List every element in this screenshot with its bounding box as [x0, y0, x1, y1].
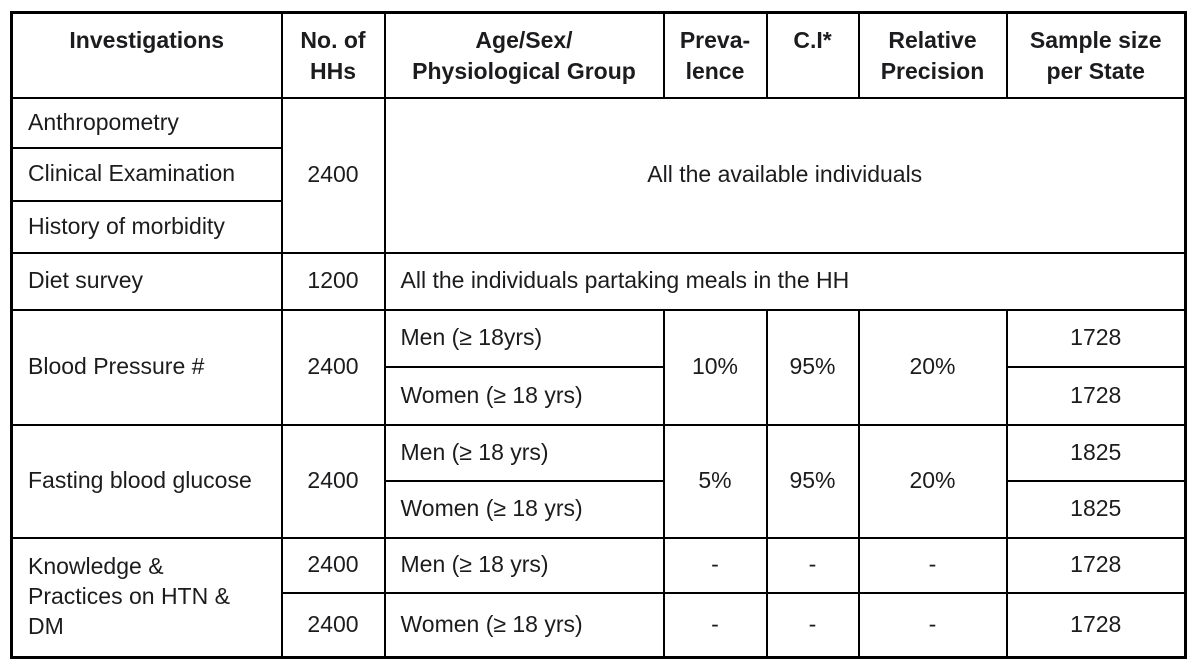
cell-investigation-clinical-examination: Clinical Examination: [10, 146, 283, 202]
cell-population-diet: All the individuals partaking meals in t…: [383, 251, 1187, 311]
cell-group-fasting-women: Women (≥ 18 yrs): [383, 479, 665, 539]
cell-investigation-diet-survey: Diet survey: [10, 251, 283, 311]
header-sample-size: Sample size per State: [1005, 11, 1187, 99]
cell-hhs-blood-pressure: 2400: [280, 308, 386, 426]
header-row: Investigations No. of HHs Age/Sex/ Physi…: [10, 11, 1187, 99]
cell-relative-precision-knowledge-women: -: [857, 591, 1008, 659]
cell-investigation-fasting-glucose: Fasting blood glucose: [10, 423, 283, 539]
cell-sample-fasting-men: 1825: [1005, 423, 1187, 482]
header-prevalence: Preva- lence: [662, 11, 768, 99]
row-fasting-glucose-men: Fasting blood glucose 2400 Men (≥ 18 yrs…: [10, 423, 1187, 539]
header-no-of-hhs: No. of HHs: [280, 11, 386, 99]
row-knowledge-men: Knowledge & Practices on HTN & DM 2400 M…: [10, 536, 1187, 659]
cell-investigation-anthropometry: Anthropometry: [10, 96, 283, 149]
cell-sample-bp-men: 1728: [1005, 308, 1187, 368]
row-clinical-examination: Clinical Examination: [10, 146, 1186, 202]
cell-relative-precision-knowledge-men: -: [857, 536, 1008, 594]
cell-investigation-blood-pressure: Blood Pressure #: [10, 308, 283, 426]
row-knowledge-women: 2400 Women (≥ 18 yrs) - - - 1728: [12, 591, 1187, 659]
cell-sample-bp-women: 1728: [1005, 365, 1187, 426]
cell-sample-fasting-women: 1825: [1005, 479, 1187, 539]
row-history-of-morbidity: History of morbidity: [10, 199, 1186, 254]
cell-hhs-knowledge-women: 2400: [280, 591, 386, 659]
cell-group-bp-women: Women (≥ 18 yrs): [383, 365, 665, 426]
cell-investigation-knowledge: Knowledge & Practices on HTN & DM: [10, 536, 283, 659]
cell-group-bp-men: Men (≥ 18yrs): [383, 308, 665, 368]
row-blood-pressure-men: Blood Pressure # 2400 Men (≥ 18yrs) 10% …: [10, 308, 1187, 426]
sampling-design-table: Investigations No. of HHs Age/Sex/ Physi…: [10, 11, 1187, 659]
cell-prevalence-knowledge-men: -: [662, 536, 768, 594]
cell-hhs-general: 2400: [280, 96, 386, 254]
cell-prevalence-bp: 10%: [662, 308, 768, 426]
row-diet-survey: Diet survey 1200 All the individuals par…: [10, 251, 1187, 311]
row-blood-pressure-women: Women (≥ 18 yrs) 1728: [12, 365, 1187, 426]
cell-group-fasting-men: Men (≥ 18 yrs): [383, 423, 665, 482]
header-age-sex-group: Age/Sex/ Physiological Group: [383, 11, 665, 99]
cell-relative-precision-fasting: 20%: [857, 423, 1008, 539]
header-ci: C.I*: [765, 11, 860, 99]
cell-sample-knowledge-men: 1728: [1005, 536, 1187, 594]
header-investigations: Investigations: [10, 11, 283, 99]
row-fasting-glucose-women: Women (≥ 18 yrs) 1825: [12, 479, 1187, 539]
cell-ci-fasting: 95%: [765, 423, 860, 539]
cell-prevalence-fasting: 5%: [662, 423, 768, 539]
cell-relative-precision-bp: 20%: [857, 308, 1008, 426]
cell-group-knowledge-women: Women (≥ 18 yrs): [383, 591, 665, 659]
cell-sample-knowledge-women: 1728: [1005, 591, 1187, 659]
cell-ci-bp: 95%: [765, 308, 860, 426]
cell-prevalence-knowledge-women: -: [662, 591, 768, 659]
row-anthropometry: Anthropometry 2400 All the available ind…: [10, 96, 1187, 254]
cell-ci-knowledge-men: -: [765, 536, 860, 594]
cell-hhs-diet: 1200: [280, 251, 386, 311]
cell-hhs-knowledge-men: 2400: [280, 536, 386, 594]
cell-ci-knowledge-women: -: [765, 591, 860, 659]
header-relative-precision: Relative Precision: [857, 11, 1008, 99]
cell-population-general: All the available individuals: [383, 96, 1187, 254]
cell-group-knowledge-men: Men (≥ 18 yrs): [383, 536, 665, 594]
cell-hhs-fasting-glucose: 2400: [280, 423, 386, 539]
cell-investigation-history-of-morbidity: History of morbidity: [10, 199, 283, 254]
